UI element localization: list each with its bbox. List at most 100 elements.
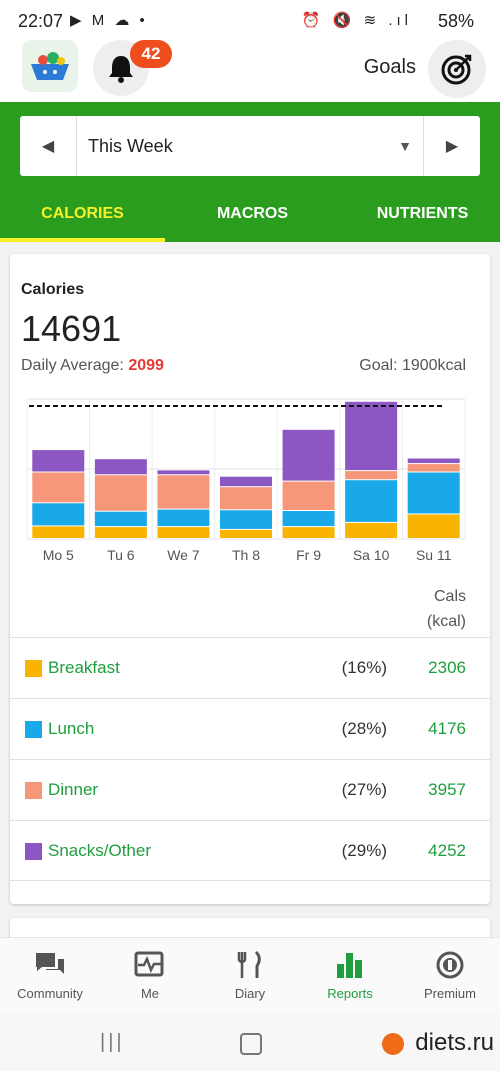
bar-segment-breakfast <box>220 529 272 538</box>
bar-segment-lunch <box>157 509 210 527</box>
bar-segment-dinner <box>157 475 210 509</box>
cals-column-header: Cals (kcal) <box>427 584 466 634</box>
nav-reports[interactable]: Reports <box>300 938 400 1014</box>
bar-segment-lunch <box>220 510 272 529</box>
heart-pulse-icon <box>100 950 200 980</box>
bar-segment-dinner <box>220 487 272 510</box>
period-selector[interactable]: ◀ This Week ▼ ▶ <box>20 116 480 176</box>
chat-icon <box>0 950 100 980</box>
app-header: 42 Goals <box>0 40 500 102</box>
target-icon <box>441 54 472 85</box>
x-tick-label: Th 8 <box>232 547 260 563</box>
calories-chart[interactable]: Mo 5 Tu 6 We 7 Th 8 Fr 9 Sa 10 Su 11 <box>10 394 490 569</box>
meal-percent: (16%) <box>341 658 387 677</box>
bar-segment-lunch <box>407 472 460 514</box>
battery-level: 58% <box>437 11 474 31</box>
app-logo-icon[interactable] <box>22 40 78 92</box>
goal-label: Goal: 1900kcal <box>359 357 466 374</box>
nav-premium[interactable]: Premium <box>400 938 500 1014</box>
nav-label: Diary <box>234 986 266 1001</box>
meal-name: Snacks/Other <box>48 841 151 860</box>
tab-nutrients[interactable]: NUTRIENTS <box>376 205 469 222</box>
bar-segment-breakfast <box>157 527 210 538</box>
goals-button[interactable] <box>428 40 486 98</box>
nav-label: Community <box>17 986 83 1001</box>
bar-segment-lunch <box>32 503 85 526</box>
total-calories: 14691 <box>21 308 122 349</box>
bar-segment-snacks-other <box>157 470 210 475</box>
goals-label[interactable]: Goals <box>363 56 416 78</box>
notification-count-badge: 42 <box>130 40 172 68</box>
x-tick-label: Fr 9 <box>296 547 321 563</box>
chevron-right-icon: ▶ <box>445 138 459 155</box>
x-tick-label: Tu 6 <box>107 547 135 563</box>
bar-segment-dinner <box>282 481 335 510</box>
breakdown-row-breakfast[interactable]: Breakfast (16%) 2306 <box>10 637 490 698</box>
notification-icons: ▶ M ☁ • <box>70 12 148 29</box>
bar-segment-breakfast <box>407 514 460 538</box>
bar-segment-lunch <box>345 480 398 522</box>
nav-label: Me <box>140 986 160 1001</box>
bar-segment-breakfast <box>282 527 335 538</box>
bar-segment-snacks-other <box>282 429 335 481</box>
daily-average-label: Daily Average: <box>21 357 124 374</box>
x-tick-label: We 7 <box>167 547 200 563</box>
bar-segment-lunch <box>282 511 335 527</box>
nav-diary[interactable]: Diary <box>200 938 300 1014</box>
watermark: diets.ru <box>415 1029 494 1056</box>
chevron-left-icon: ◀ <box>41 138 55 155</box>
recents-button[interactable]: ||| <box>100 1031 125 1053</box>
meal-calories: 2306 <box>428 658 466 677</box>
bar-segment-breakfast <box>94 527 147 538</box>
meal-calories: 4252 <box>428 841 466 860</box>
system-navigation-bar: ||| diets.ru <box>0 1013 500 1071</box>
meal-name: Breakfast <box>48 658 120 677</box>
cals-header-line1: Cals <box>433 588 466 605</box>
card-title: Calories <box>21 281 85 298</box>
bar-chart-icon <box>300 950 400 980</box>
legend-swatch <box>25 843 42 860</box>
bar-segment-snacks-other <box>94 459 147 475</box>
previous-period-button[interactable]: ◀ <box>20 116 77 176</box>
meal-percent: (27%) <box>341 780 387 799</box>
x-tick-label: Mo 5 <box>43 547 74 563</box>
x-tick-label: Su 11 <box>416 547 452 563</box>
bell-icon <box>109 56 133 83</box>
home-button[interactable] <box>240 1033 262 1055</box>
legend-swatch <box>25 660 42 677</box>
tab-macros[interactable]: MACROS <box>216 205 289 222</box>
period-label[interactable]: This Week <box>88 136 173 156</box>
breakdown-row-snacks[interactable]: Snacks/Other (29%) 4252 <box>10 820 490 881</box>
bar-segment-dinner <box>407 464 460 472</box>
bar-segment-snacks-other <box>345 401 398 471</box>
nav-label: Premium <box>423 986 476 1001</box>
bar-segment-lunch <box>94 511 147 527</box>
next-period-button[interactable]: ▶ <box>423 116 480 176</box>
tab-calories[interactable]: CALORIES <box>0 194 165 242</box>
bottom-navigation: Community Me Diary Reports Premium <box>0 937 500 1014</box>
status-bar: 22:07 ▶ M ☁ • ⏰ 🔇 ≋ .ıl 58% <box>0 0 500 40</box>
breakdown-row-lunch[interactable]: Lunch (28%) 4176 <box>10 698 490 759</box>
nav-community[interactable]: Community <box>0 938 100 1014</box>
bar-segment-dinner <box>345 471 398 480</box>
calories-card: Calories 14691 Daily Average: 2099 Goal:… <box>10 254 490 904</box>
x-tick-label: Sa 10 <box>353 547 390 563</box>
dropdown-caret-icon[interactable]: ▼ <box>398 138 412 154</box>
nav-label: Reports <box>327 986 373 1001</box>
bar-segment-snacks-other <box>407 458 460 464</box>
meal-percent: (28%) <box>341 719 387 738</box>
meal-calories: 3957 <box>428 780 466 799</box>
bar-segment-breakfast <box>32 526 85 538</box>
daily-average-value: 2099 <box>128 357 164 374</box>
meal-calories: 4176 <box>428 719 466 738</box>
fork-knife-icon <box>200 950 300 980</box>
meal-percent: (29%) <box>341 841 387 860</box>
bar-segment-snacks-other <box>32 450 85 472</box>
clock: 22:07 <box>18 11 64 31</box>
breakdown-row-dinner[interactable]: Dinner (27%) 3957 <box>10 759 490 820</box>
daily-average: Daily Average: 2099 <box>21 357 164 375</box>
bar-segment-breakfast <box>345 522 398 538</box>
bar-segment-dinner <box>32 472 85 503</box>
nav-me[interactable]: Me <box>100 938 200 1014</box>
apple-logo-icon <box>382 1033 404 1055</box>
